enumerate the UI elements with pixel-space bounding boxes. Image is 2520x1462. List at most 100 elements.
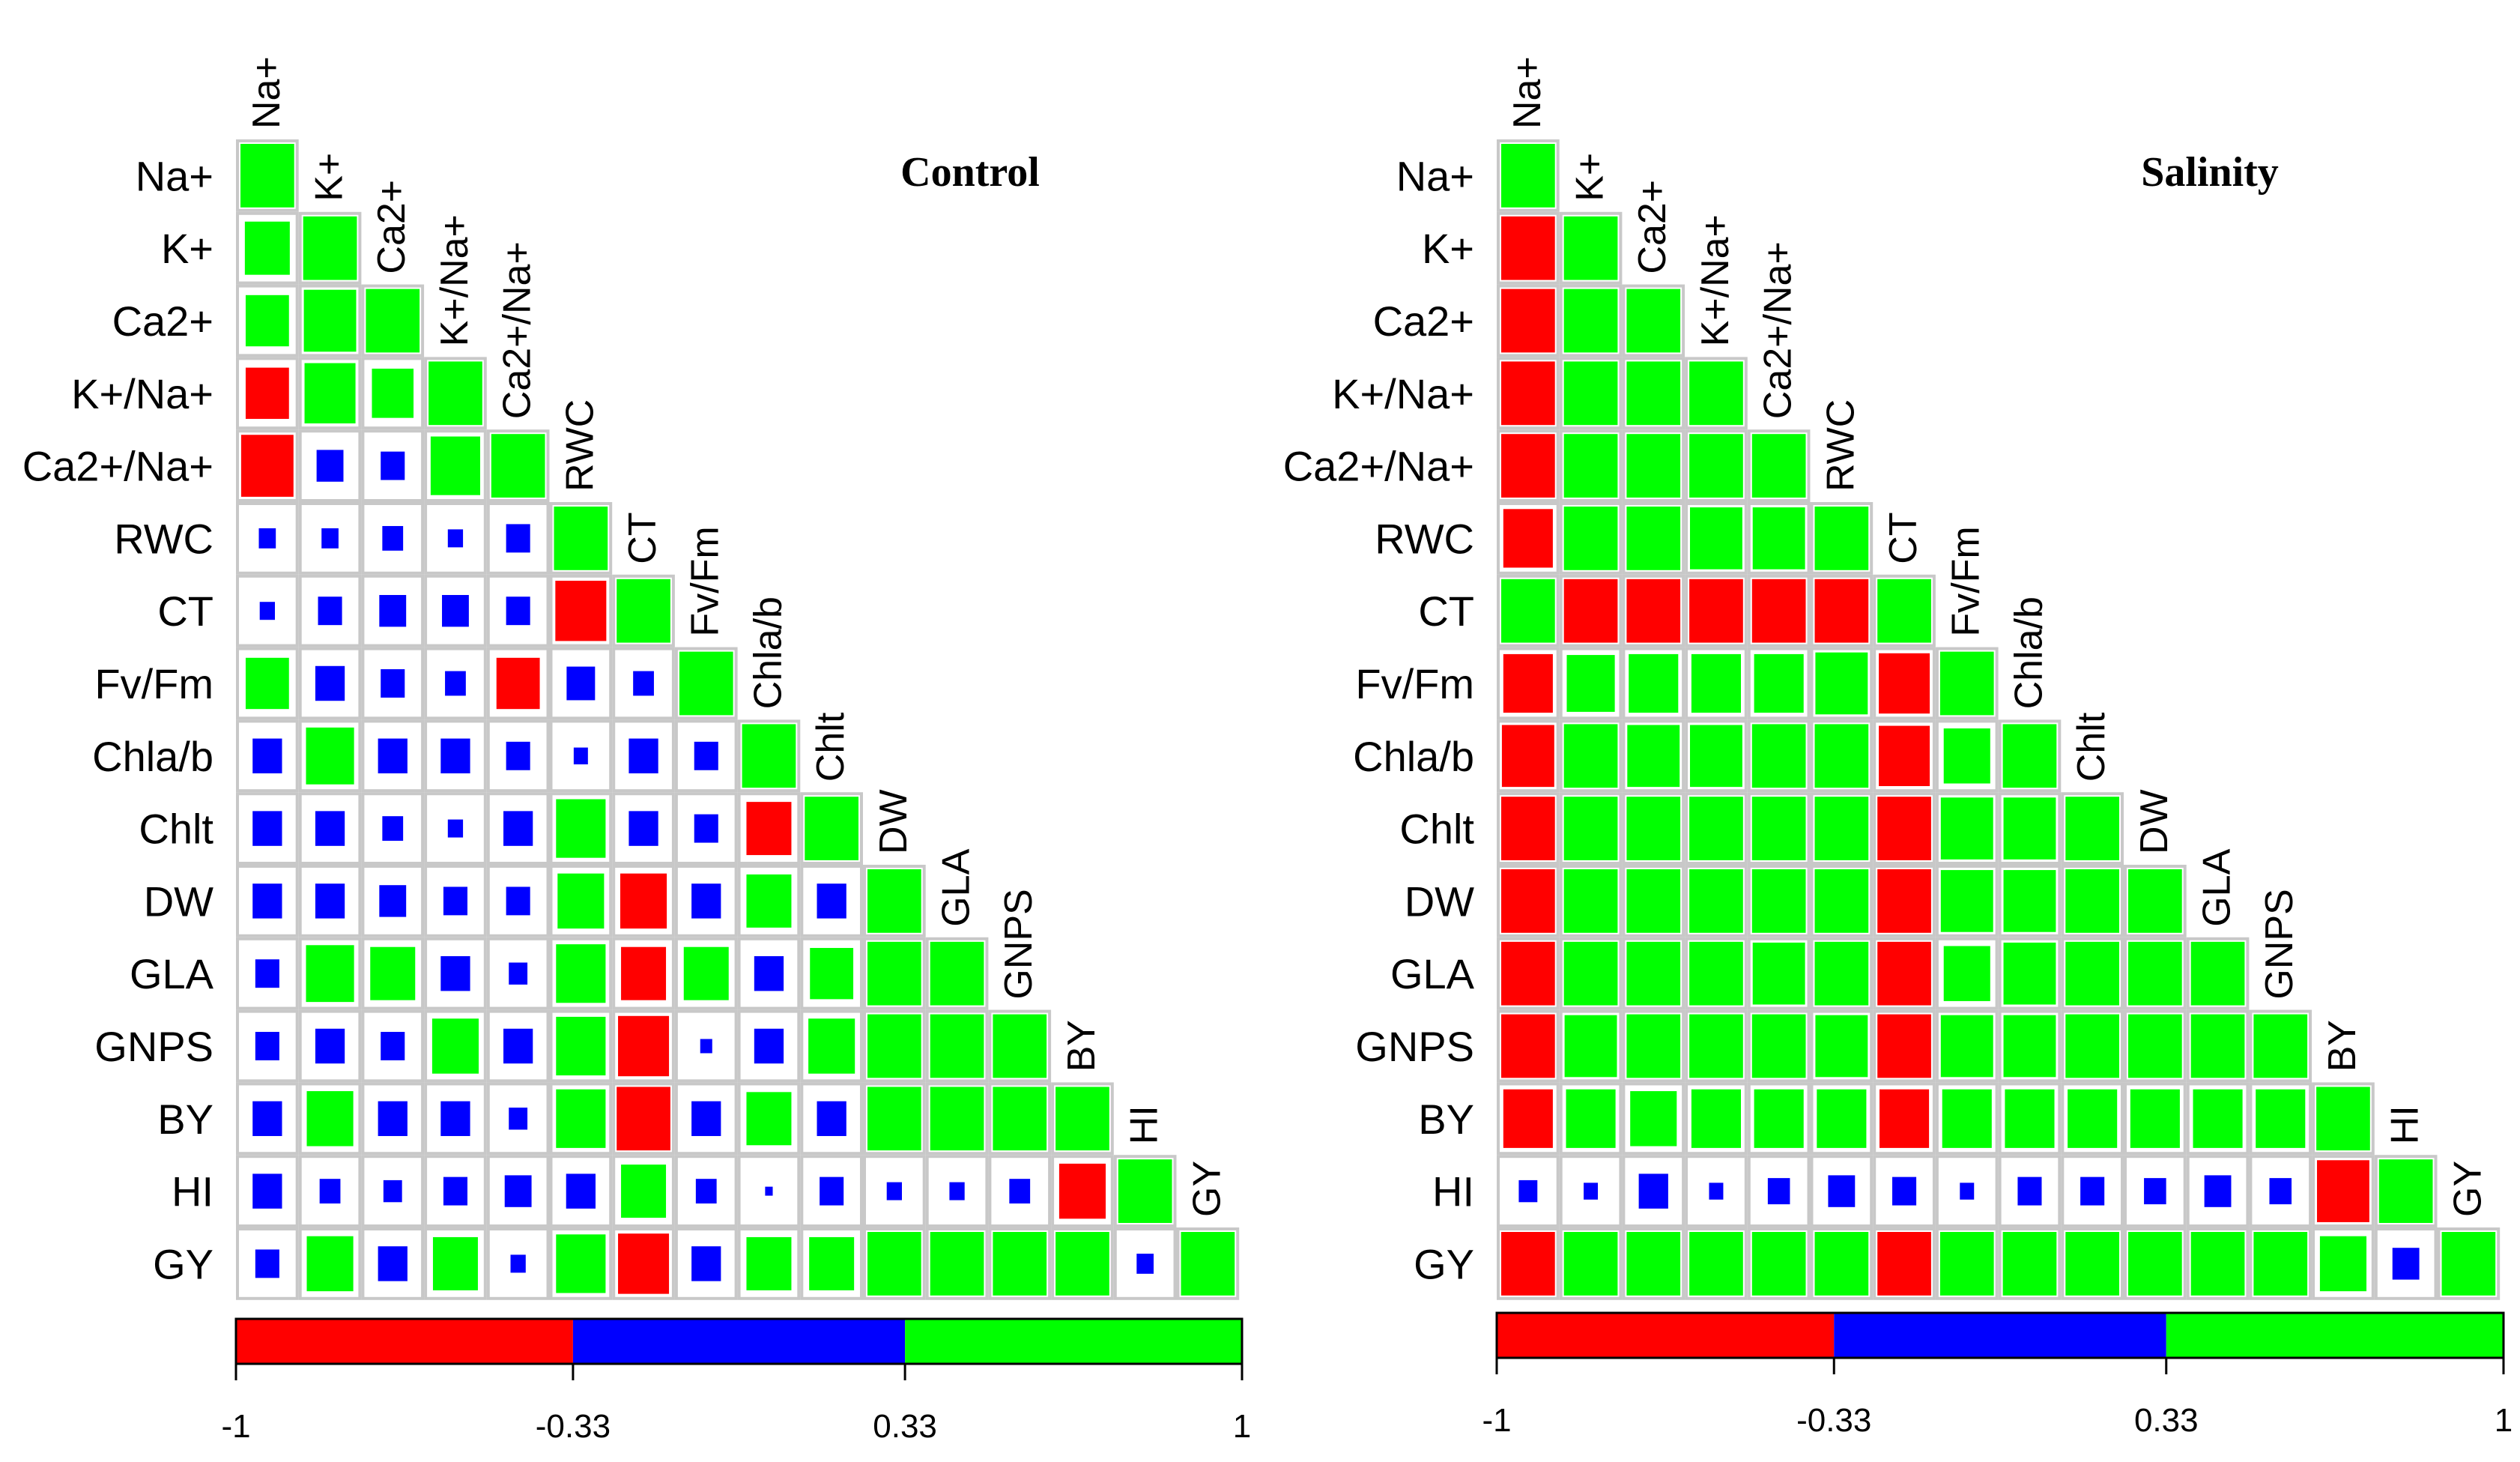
row-label-chla-b: Chla/b [1353, 733, 1474, 780]
corr-cell-hi-dw: HI vs DW: 0.17 [2144, 1178, 2166, 1205]
corr-cell-dw-ct: DW vs CT: -0.75 [620, 873, 667, 929]
corr-cell-by-chla-b: BY vs Chla/b: 0.7 [746, 1092, 792, 1146]
corr-cell-gy-kp-nap: GY vs K+/Na+: 1 [1689, 1232, 1743, 1296]
corr-cell-gla-dw: GLA vs DW: 1 [867, 941, 921, 1006]
corr-cell-rwc-kp: RWC vs K+: 0.1 [321, 528, 339, 549]
corr-cell-gla-ct: GLA vs CT: -1 [1877, 941, 1931, 1006]
corr-cell-hi-kp-nap: HI vs K+/Na+: 0.2 [443, 1176, 467, 1206]
panel-title: Salinity [2141, 149, 2279, 196]
row-label-chlt: Chlt [1399, 806, 1474, 853]
corr-cell-ct-rwc: CT vs RWC: -1 [1814, 579, 1869, 643]
corr-cell-gnps-chlt: GNPS vs Chlt: 1 [2065, 1014, 2119, 1078]
corr-cell-ct-nap: CT vs Na+: 0.08 [259, 602, 275, 620]
corr-cell-ct-nap: CT vs Na+: 1 [1501, 579, 1555, 643]
row-label-fv-fm: Fv/Fm [94, 660, 213, 707]
corr-cell-gnps-rwc: GNPS vs RWC: 0.95 [1815, 1015, 1868, 1078]
col-label-ca2p-nap: Ca2+/Na+ [1757, 241, 1800, 419]
corr-cell-hi-by: HI vs BY: -0.75 [1058, 1163, 1106, 1219]
corr-cell-chla-b-ct: Chla/b vs CT: 0.3 [629, 738, 658, 774]
cell-frame [486, 574, 550, 647]
cell-frame [486, 1227, 550, 1300]
col-label-ct: CT [621, 512, 664, 564]
corr-cell-gy-gy: GY vs GY: 1 [1181, 1232, 1235, 1296]
row-label-ct: CT [1418, 587, 1474, 635]
corr-cell-by-chlt: BY vs Chlt: 0.3 [817, 1101, 846, 1137]
row-label-chlt: Chlt [139, 806, 213, 853]
corr-cell-hi-gnps: HI vs GNPS: 0.17 [2269, 1178, 2292, 1205]
corr-cell-hi-ct: HI vs CT: 0.7 [621, 1165, 667, 1218]
cell-frame [236, 574, 299, 647]
corr-cell-hi-fv-fm: HI vs Fv/Fm: 0.07 [1960, 1182, 1975, 1200]
corr-cell-chlt-fv-fm: Chlt vs Fv/Fm: 0.2 [694, 814, 718, 843]
corr-cell-gy-ct: GY vs CT: -1 [1877, 1232, 1931, 1296]
corr-cell-hi-chlt: HI vs Chlt: 0.2 [2080, 1176, 2105, 1206]
corr-cell-ca2p-nap: Ca2+ vs Na+: 0.65 [245, 294, 289, 347]
row-label-nap: Na+ [136, 152, 213, 199]
corr-cell-chla-b-rwc: Chla/b vs RWC: 0.07 [573, 747, 588, 765]
scale-tick-label: 0.33 [2134, 1402, 2199, 1439]
corr-cell-by-gnps: BY vs GNPS: 0.85 [2256, 1089, 2306, 1148]
corr-cell-gnps-dw: GNPS vs DW: 1 [867, 1014, 921, 1078]
color-scale-bar: -1 -0.33 0.33 1 [221, 1317, 1251, 1445]
panel-title: Control [900, 149, 1040, 196]
row-label-gnps: GNPS [94, 1023, 213, 1070]
row-label-ca2p-nap: Ca2+/Na+ [1283, 443, 1474, 490]
corr-cell-gy-nap: GY vs Na+: -1 [1501, 1232, 1555, 1296]
corr-cell-dw-ca2p-nap: DW vs Ca2+/Na+: 0.2 [506, 886, 530, 916]
corr-cell-gla-kp-nap: GLA vs K+/Na+: 1 [1689, 941, 1743, 1006]
col-label-kp-nap: K+/Na+ [1694, 214, 1737, 346]
corr-cell-by-chla-b: BY vs Chla/b: 0.85 [2005, 1089, 2055, 1148]
color-bar-outline [1495, 1311, 2505, 1359]
cell-frame [424, 937, 487, 1010]
corr-cell-ca2p-nap-nap: Ca2+/Na+ vs Na+: -1 [1501, 434, 1555, 498]
corr-cell-gnps-kp: GNPS vs K+: 0.3 [315, 1028, 345, 1064]
corr-cell-by-ct: BY vs CT: -1 [617, 1087, 670, 1151]
corr-cell-gnps-kp-nap: GNPS vs K+/Na+: 0.75 [431, 1018, 479, 1074]
corr-cell-kp-nap-kp-nap: K+/Na+ vs K+/Na+: 1 [1689, 361, 1743, 426]
col-label-gla: GLA [935, 848, 978, 926]
corr-cell-gy-by: GY vs BY: 0.75 [2319, 1236, 2366, 1292]
row-label-by: BY [1418, 1096, 1474, 1143]
col-label-kp: K+ [1569, 153, 1612, 202]
corr-cell-gnps-ct: GNPS vs CT: -1 [1877, 1014, 1931, 1078]
corr-cell-hi-ct: HI vs CT: 0.2 [1892, 1176, 1917, 1206]
corr-cell-gy-rwc: GY vs RWC: 0.85 [556, 1234, 606, 1293]
col-label-gla: GLA [2196, 848, 2239, 926]
corr-cell-dw-rwc: DW vs RWC: 0.75 [557, 873, 605, 929]
corr-cell-hi-chlt: HI vs Chlt: 0.2 [820, 1176, 844, 1206]
corr-cell-chla-b-kp-nap: Chla/b vs K+/Na+: 0.3 [440, 738, 470, 774]
cell-frame [486, 719, 550, 793]
corr-cell-kp-nap-kp-nap: K+/Na+ vs K+/Na+: 1 [428, 361, 482, 426]
corr-cell-gnps-chlt: GNPS vs Chlt: 0.75 [808, 1018, 855, 1074]
corr-cell-ca2p-nap-kp: Ca2+/Na+ vs K+: 1 [1563, 434, 1618, 498]
corr-cell-chla-b-nap: Chla/b vs Na+: 0.3 [252, 738, 282, 774]
corr-cell-gnps-chla-b: GNPS vs Chla/b: 0.3 [754, 1028, 784, 1064]
corr-cell-ct-ca2p: CT vs Ca2+: 0.25 [379, 595, 407, 627]
corr-cell-gy-ct: GY vs CT: -0.9 [618, 1233, 670, 1294]
corr-cell-by-ca2p: BY vs Ca2+: 0.3 [378, 1101, 408, 1137]
corr-cell-chla-b-chla-b: Chla/b vs Chla/b: 1 [742, 724, 796, 788]
col-label-gnps: GNPS [997, 889, 1041, 999]
corr-cell-chlt-rwc: Chlt vs RWC: 0.85 [556, 799, 606, 858]
corr-cell-fv-fm-nap: Fv/Fm vs Na+: 0.65 [245, 657, 289, 710]
corr-cell-ca2p-ca2p: Ca2+ vs Ca2+: 1 [366, 289, 420, 353]
corr-cell-hi-dw: HI vs DW: 0.08 [886, 1182, 902, 1200]
corr-cell-by-ct: BY vs CT: -0.85 [1879, 1089, 1930, 1148]
col-label-gnps: GNPS [2258, 889, 2301, 999]
corr-cell-chlt-kp-nap: Chlt vs K+/Na+: 0.08 [447, 819, 464, 838]
row-label-gy: GY [153, 1240, 213, 1287]
corr-cell-ca2p-nap-ca2p: Ca2+/Na+ vs Ca2+: 1 [1626, 434, 1681, 498]
corr-cell-gla-fv-fm: GLA vs Fv/Fm: 0.75 [1943, 946, 1990, 1001]
cell-frame [2249, 1155, 2312, 1227]
correlation-panel-salinity: Salinity Na+ vs Na+: 1 K+ vs Na+: -1K+ vs … [1283, 56, 2513, 1439]
col-label-ca2p: Ca2+ [1631, 180, 1674, 274]
corr-cell-chla-b-chla-b: Chla/b vs Chla/b: 1 [2002, 724, 2057, 788]
corr-cell-gy-chlt: GY vs Chlt: 1 [2065, 1232, 2119, 1296]
corr-cell-rwc-kp: RWC vs K+: 1 [1563, 507, 1618, 570]
scale-tick-label: -1 [221, 1408, 250, 1445]
corr-cell-chla-b-kp-nap: Chla/b vs K+/Na+: 0.95 [1690, 725, 1742, 788]
corr-cell-rwc-ca2p-nap: RWC vs Ca2+/Na+: 0.95 [1752, 507, 1805, 570]
corr-cell-dw-chla-b: DW vs Chla/b: 0.95 [2003, 870, 2056, 932]
corr-cell-gy-ca2p: GY vs Ca2+: 1 [1626, 1232, 1681, 1296]
